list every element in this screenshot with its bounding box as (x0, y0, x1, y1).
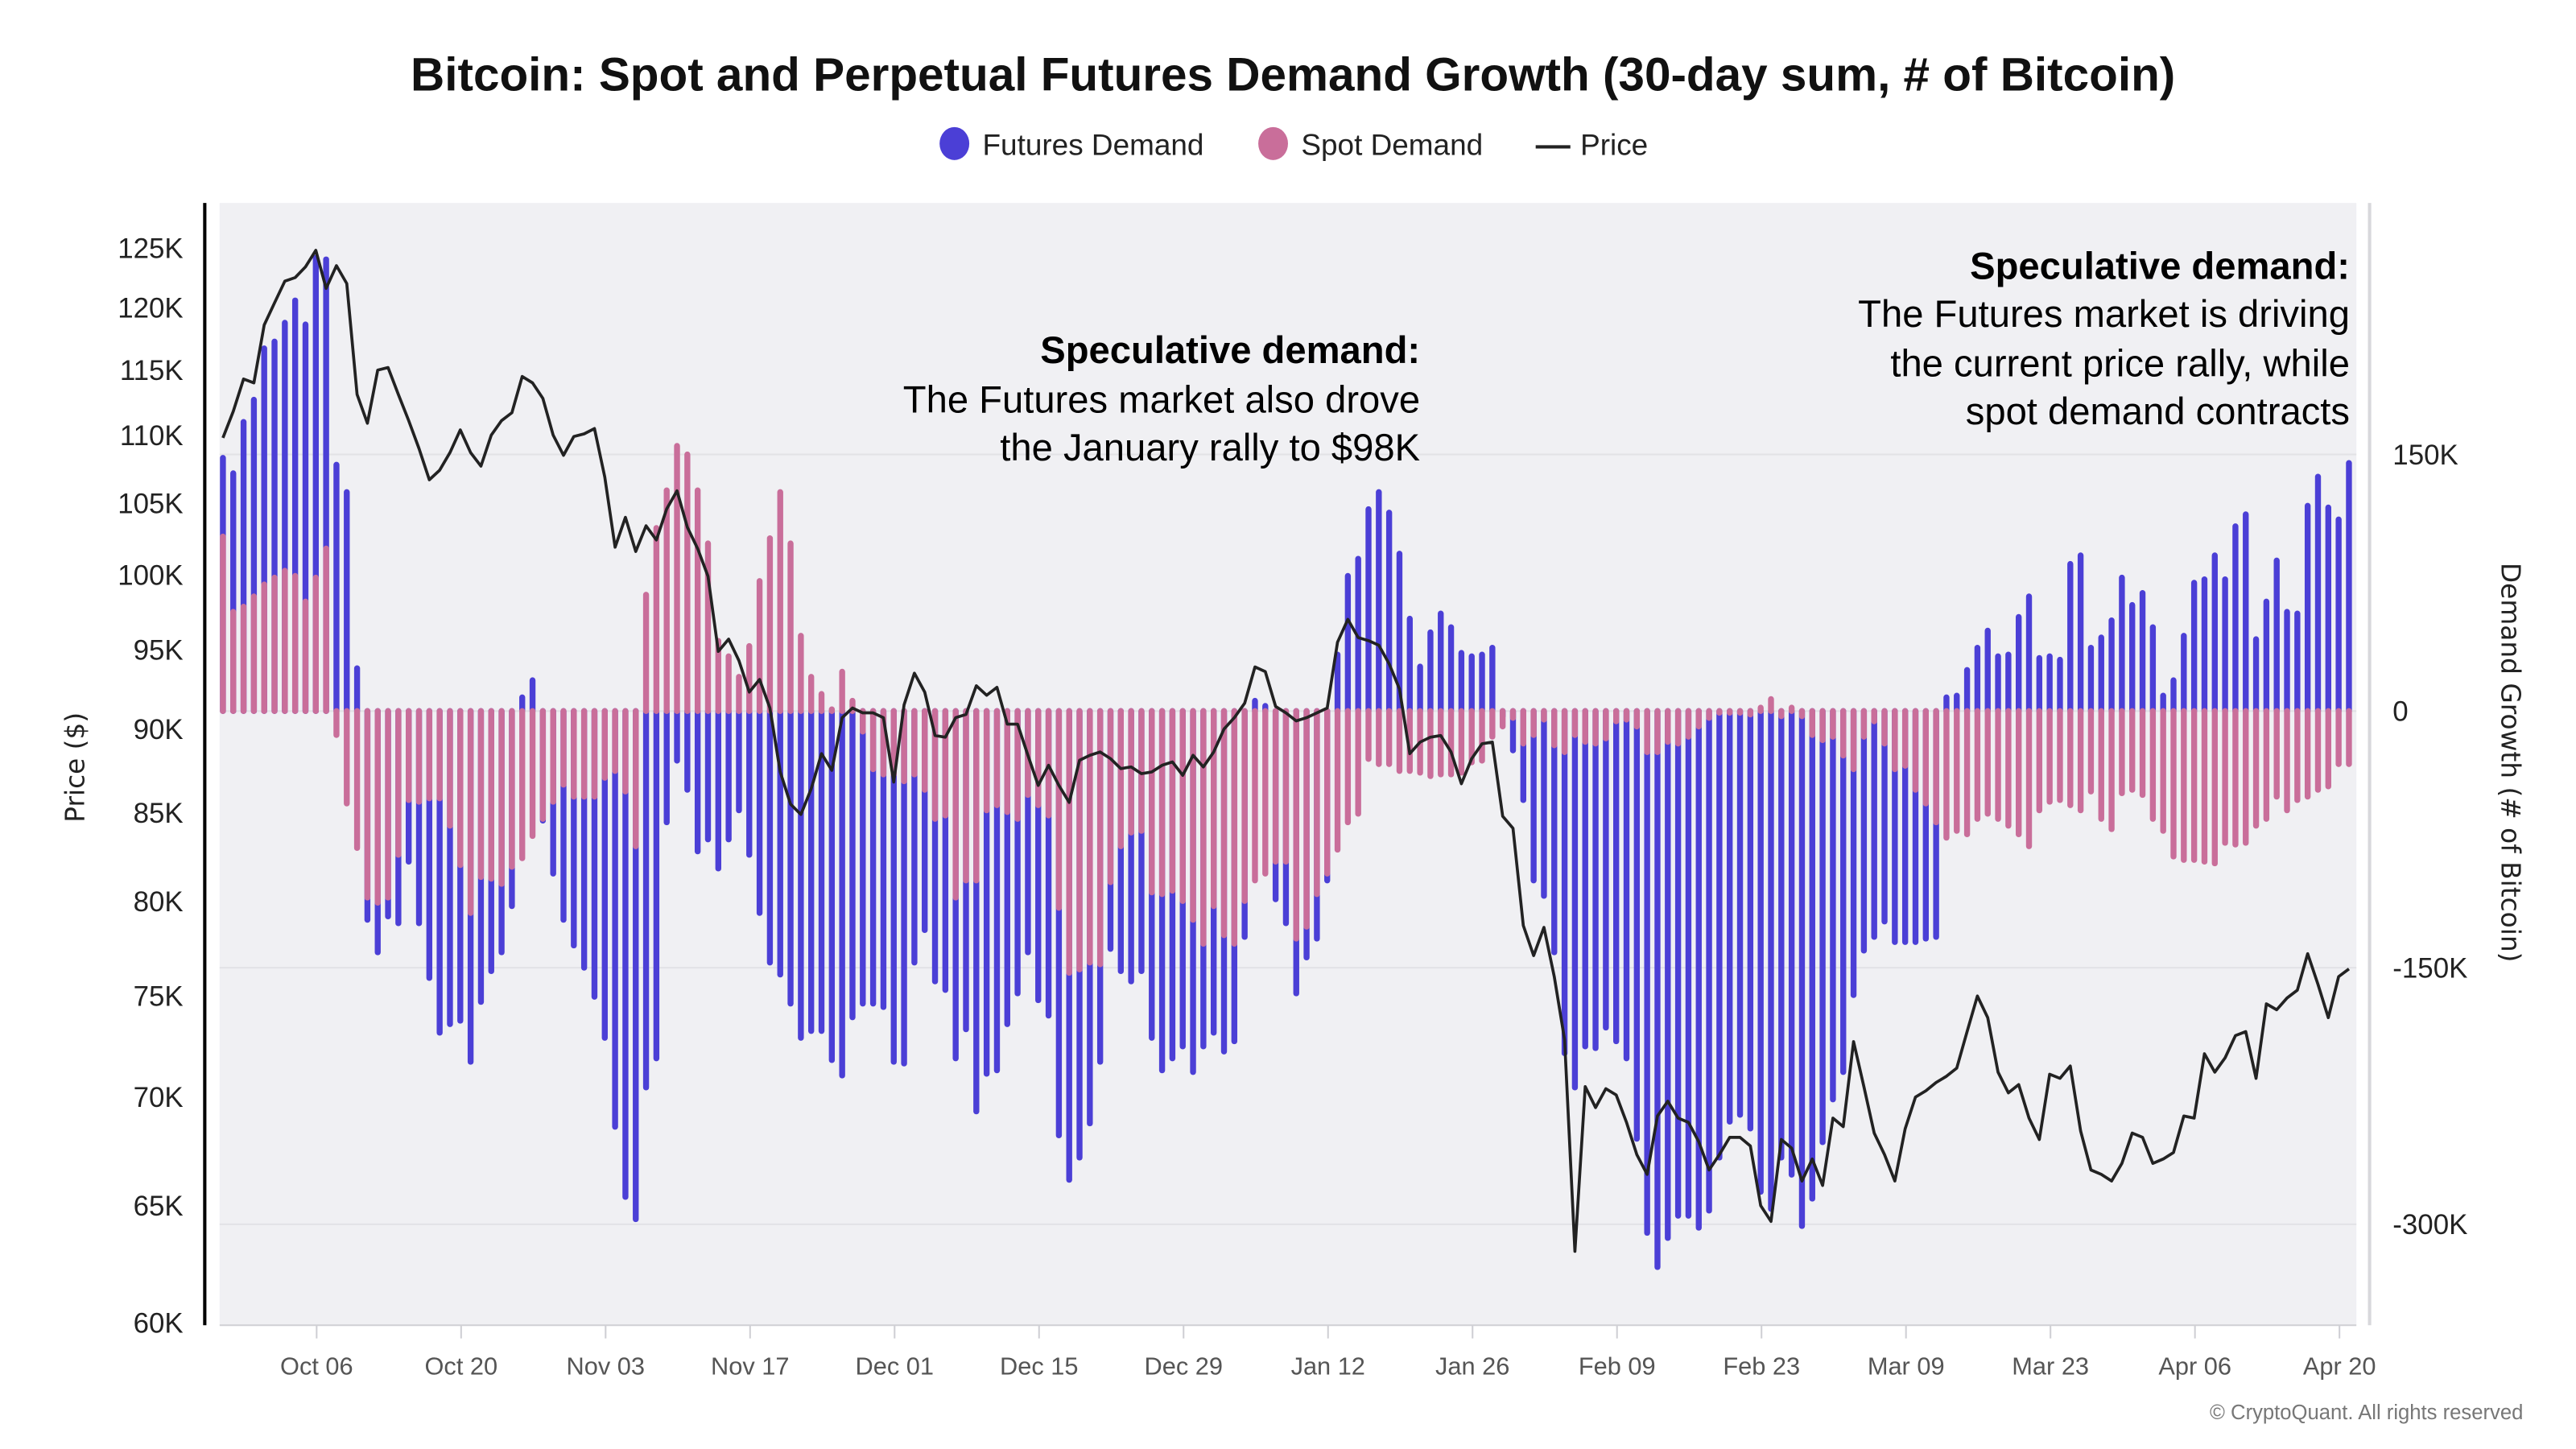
left-tick-label: 100K (118, 559, 183, 591)
annotation-heading: Speculative demand: (1970, 244, 2350, 287)
x-tick-label: Dec 29 (1145, 1352, 1223, 1381)
legend-item-spot[interactable]: Spot Demand (1258, 126, 1483, 162)
x-tick-label: Jan 26 (1435, 1352, 1509, 1381)
spot-bars (220, 443, 2352, 976)
left-tick-label: 95K (134, 635, 184, 667)
annotation-line: The Futures market is driving (1858, 292, 2350, 335)
left-tick-label: 80K (134, 886, 184, 918)
legend: Futures Demand Spot Demand Price (939, 126, 1649, 162)
x-tick-label: Mar 09 (1868, 1352, 1945, 1381)
legend-label-price: Price (1580, 129, 1648, 162)
x-tick-label: Oct 06 (280, 1352, 353, 1381)
left-tick-label: 60K (134, 1308, 184, 1340)
legend-label-futures: Futures Demand (983, 129, 1204, 162)
x-tick-label: Mar 23 (2012, 1352, 2089, 1381)
left-tick-label: 85K (134, 798, 184, 829)
right-axis-label: Demand Growth (# of Bitcoin) (2496, 563, 2526, 963)
left-tick-label: 75K (134, 981, 184, 1013)
x-tick-label: Feb 23 (1723, 1352, 1800, 1381)
left-tick-label: 115K (120, 355, 184, 386)
left-tick-label: 105K (118, 489, 183, 520)
right-tick-label: -150K (2392, 952, 2467, 984)
x-axis-ticks: Oct 06 Oct 20 Nov 03 Nov 17 Dec 01 Dec 15 Dec … (280, 1325, 2376, 1381)
x-tick-label: Nov 17 (711, 1352, 789, 1381)
left-tick-label: 70K (134, 1082, 184, 1113)
annotation-january-rally: Speculative demand: The Futures market a… (903, 328, 1420, 469)
x-tick-label: Jan 12 (1291, 1352, 1365, 1381)
annotation-line: spot demand contracts (1966, 390, 2350, 432)
x-tick-label: Apr 06 (2158, 1352, 2231, 1381)
x-tick-label: Dec 01 (856, 1352, 934, 1381)
left-tick-label: 120K (118, 293, 183, 324)
x-tick-label: Nov 03 (567, 1352, 645, 1381)
legend-item-price[interactable]: Price (1535, 129, 1649, 162)
x-tick-label: Apr 20 (2303, 1352, 2376, 1381)
annotation-heading: Speculative demand: (1040, 328, 1420, 371)
right-axis-ticks: 150K 0 -150K -300K (2392, 440, 2467, 1241)
spot-marker-icon (1258, 126, 1288, 160)
left-axis-ticks: 125K 120K 115K 110K 105K 100K 95K 90K 85K 80K 75K 7… (118, 233, 183, 1339)
right-tick-label: 0 (2392, 696, 2408, 728)
annotation-current-rally: Speculative demand: The Futures market i… (1858, 244, 2350, 431)
left-tick-label: 65K (134, 1191, 184, 1222)
annotation-line: the January rally to $98K (1000, 426, 1420, 469)
left-axis-label: Price ($) (60, 712, 91, 823)
x-tick-label: Dec 15 (1000, 1352, 1078, 1381)
right-tick-label: -300K (2392, 1209, 2467, 1241)
right-tick-label: 150K (2392, 440, 2458, 471)
futures-marker-icon (939, 126, 970, 160)
x-tick-label: Oct 20 (425, 1352, 498, 1381)
left-tick-label: 110K (120, 420, 184, 452)
copyright-footer: © CryptoQuant. All rights reserved (2210, 1402, 2523, 1424)
annotation-line: The Futures market also drove (903, 378, 1420, 421)
annotation-line: the current price rally, while (1890, 341, 2350, 384)
legend-item-futures[interactable]: Futures Demand (939, 126, 1204, 162)
legend-label-spot: Spot Demand (1301, 129, 1483, 162)
chart-title: Bitcoin: Spot and Perpetual Futures Dema… (411, 49, 2175, 101)
left-tick-label: 125K (118, 233, 183, 264)
x-tick-label: Feb 09 (1579, 1352, 1656, 1381)
left-tick-label: 90K (134, 714, 184, 745)
price-line (221, 249, 2351, 1253)
